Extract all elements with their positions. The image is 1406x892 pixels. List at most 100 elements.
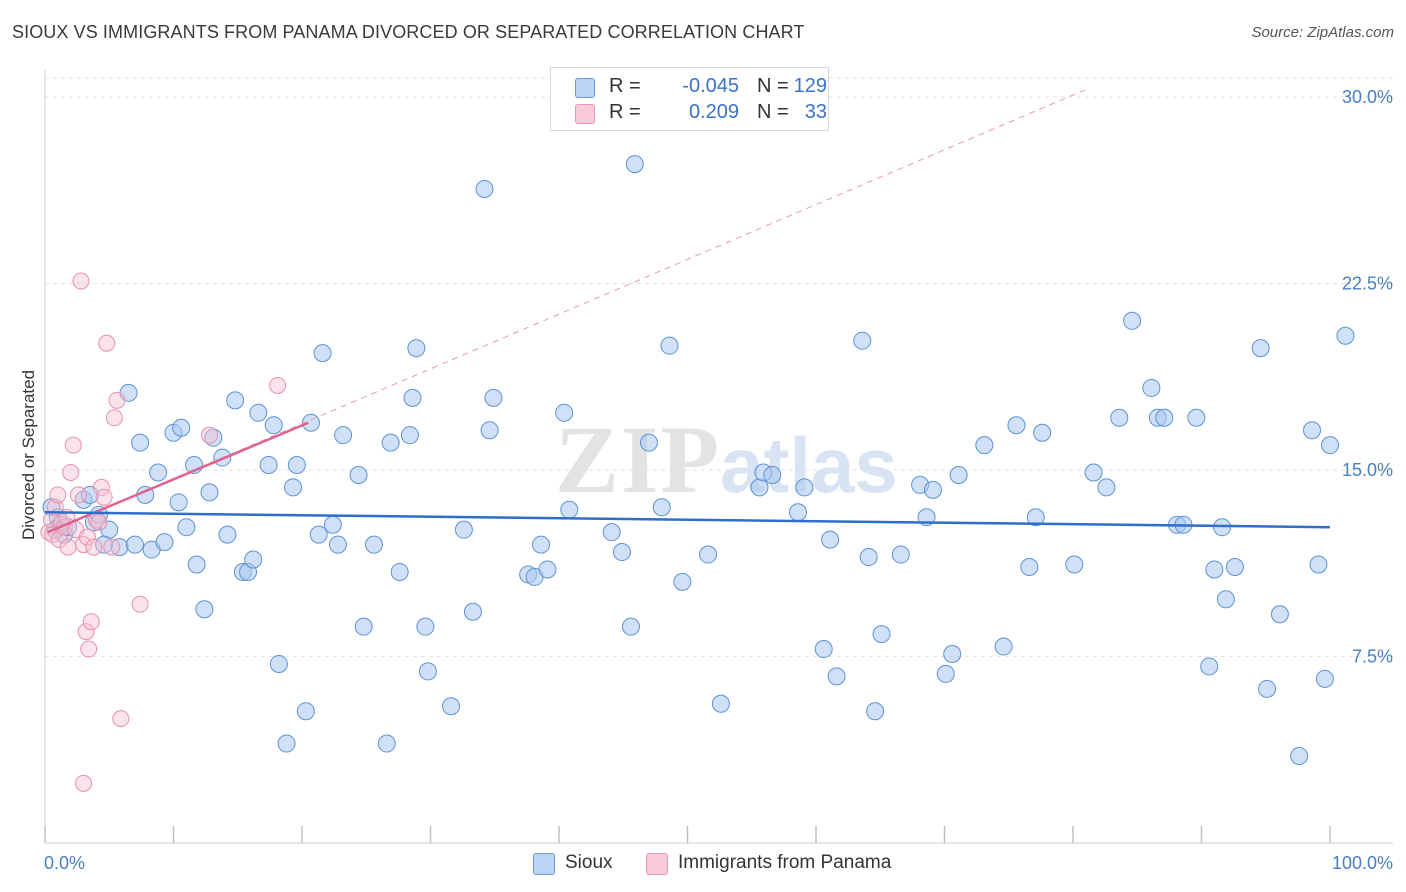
- sioux-point: [1155, 408, 1174, 427]
- sioux-point: [364, 535, 383, 554]
- legend-swatch-sioux: [575, 78, 595, 98]
- sioux-point: [538, 560, 557, 579]
- sioux-point: [296, 702, 315, 721]
- panama-point: [62, 463, 80, 481]
- panama-point: [93, 478, 111, 496]
- y-tick-label: 15.0%: [1342, 460, 1393, 480]
- sioux-point: [1251, 339, 1270, 358]
- axes: [44, 70, 1393, 844]
- sioux-point: [269, 654, 288, 673]
- sioux-point: [532, 535, 551, 554]
- sioux-point: [795, 478, 814, 497]
- sioux-point: [936, 664, 955, 683]
- legend-r-value: -0.045: [682, 75, 739, 97]
- sioux-point: [1097, 478, 1116, 497]
- sioux-point: [328, 535, 347, 554]
- sioux-point: [821, 530, 840, 549]
- panama-point: [108, 391, 126, 409]
- sioux-point: [853, 331, 872, 350]
- sioux-point: [1033, 423, 1052, 442]
- panama-point: [78, 528, 96, 546]
- sioux-point: [652, 498, 671, 517]
- sioux-point: [1110, 408, 1129, 427]
- panama-point: [72, 272, 90, 290]
- sioux-point: [699, 545, 718, 564]
- panama-point: [131, 595, 149, 613]
- sioux-point: [602, 523, 621, 542]
- tick-labels: 7.5% 15.0% 22.5% 30.0% 0.0% 100.0%: [44, 87, 1393, 873]
- panama-point: [69, 486, 87, 504]
- sioux-point: [763, 465, 782, 484]
- panama-point: [85, 538, 103, 556]
- sioux-point: [711, 694, 730, 713]
- sioux-point: [1290, 746, 1309, 765]
- sioux-point: [418, 662, 437, 681]
- sioux-point: [390, 562, 409, 581]
- legend-n-label: N =: [757, 101, 789, 123]
- sioux-point: [1187, 408, 1206, 427]
- sioux-point: [187, 555, 206, 574]
- sioux-point: [1321, 436, 1339, 455]
- sioux-point: [1020, 557, 1039, 576]
- sioux-point: [277, 734, 296, 753]
- sioux-point: [442, 697, 461, 716]
- sioux-point: [827, 667, 846, 686]
- panama-point: [64, 436, 82, 454]
- sioux-point: [1303, 421, 1322, 440]
- sioux-point: [403, 388, 422, 407]
- legend: R = -0.045 N = 129 R = 0.209 N = 33: [550, 67, 829, 131]
- sioux-point: [244, 550, 263, 569]
- sioux-point: [859, 548, 878, 567]
- sioux-point: [789, 503, 808, 522]
- sioux-point: [1309, 555, 1328, 574]
- sioux-point: [475, 180, 494, 199]
- y-tick-label: 7.5%: [1352, 647, 1393, 667]
- legend-n-label: N =: [757, 75, 789, 97]
- sioux-point: [416, 617, 435, 636]
- legend-n-value: 129: [793, 75, 827, 97]
- panama-point: [90, 513, 108, 531]
- bottom-legend-label-sioux: Sioux: [565, 852, 613, 873]
- sioux-point: [172, 418, 191, 437]
- bottom-legend-swatch-sioux: [533, 853, 555, 875]
- sioux-point: [866, 702, 885, 721]
- legend-r-value: 0.209: [688, 101, 739, 123]
- sioux-point: [454, 520, 473, 539]
- sioux-point: [1205, 560, 1224, 579]
- sioux-point: [994, 637, 1013, 656]
- sioux-point: [975, 436, 994, 455]
- sioux-point: [1065, 555, 1084, 574]
- sioux-point: [1123, 311, 1142, 330]
- panama-point: [200, 426, 218, 444]
- sioux-point: [381, 433, 400, 452]
- sioux-point: [169, 493, 188, 512]
- sioux-point: [1315, 669, 1334, 688]
- panama-point: [105, 409, 123, 427]
- panama-point: [103, 538, 121, 556]
- panama-point: [80, 640, 98, 658]
- sioux-point: [923, 480, 942, 499]
- chart-source: Source: ZipAtlas.com: [1251, 24, 1394, 41]
- panama-point: [75, 774, 93, 792]
- sioux-point: [131, 433, 150, 452]
- sioux-point: [1270, 605, 1289, 624]
- sioux-point: [1258, 679, 1277, 698]
- watermark-zip: ZIP: [555, 406, 721, 513]
- sioux-point: [612, 543, 631, 562]
- sioux-point: [463, 602, 482, 621]
- sioux-point: [673, 572, 692, 591]
- sioux-point: [354, 617, 373, 636]
- sioux-point: [218, 525, 237, 544]
- sioux-point: [949, 465, 968, 484]
- sioux-point: [1142, 378, 1161, 397]
- panama-point: [77, 623, 95, 641]
- sioux-point: [125, 535, 144, 554]
- trend-lines: [44, 89, 1331, 534]
- sioux-point: [323, 515, 342, 534]
- sioux-point: [334, 426, 353, 445]
- sioux-point: [200, 483, 219, 502]
- sioux-point: [560, 500, 579, 519]
- sioux-point: [226, 391, 245, 410]
- sioux-point: [621, 617, 640, 636]
- bottom-legend-swatch-panama: [646, 853, 668, 875]
